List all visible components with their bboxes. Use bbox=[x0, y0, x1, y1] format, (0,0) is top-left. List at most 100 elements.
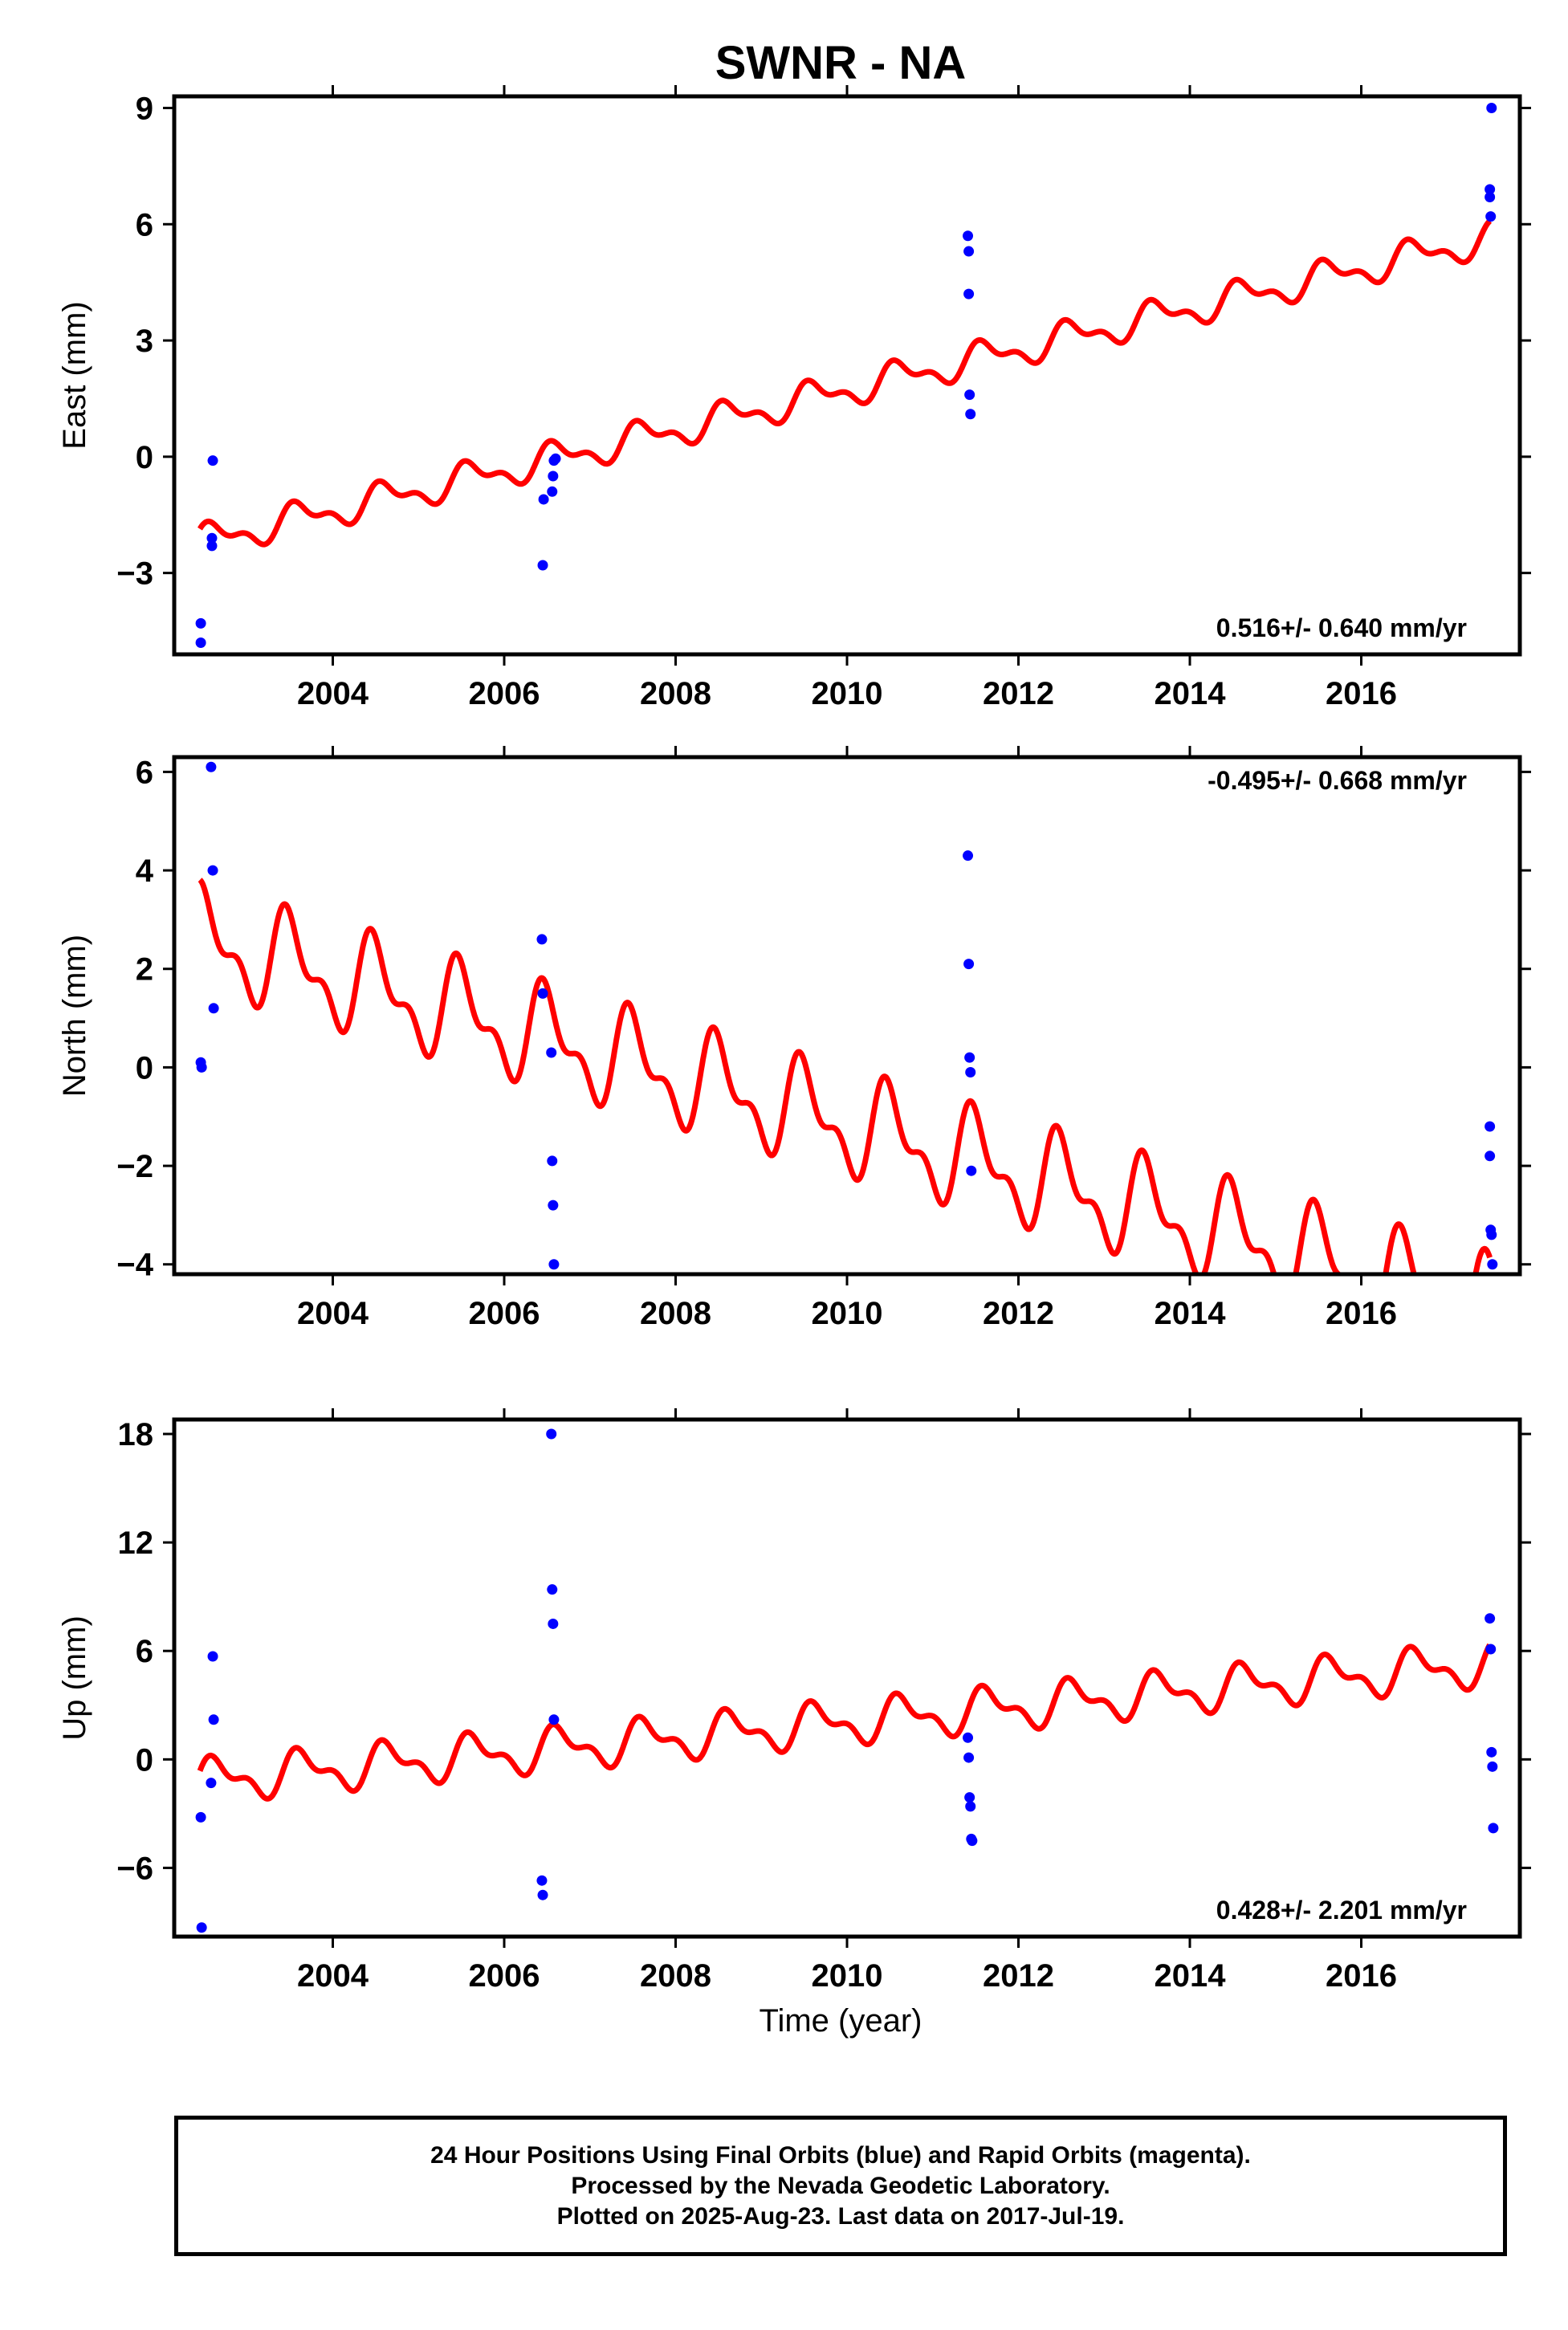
data-point-east bbox=[963, 230, 974, 242]
y-tick-label-up: 12 bbox=[118, 1525, 154, 1561]
model-curve-east bbox=[198, 218, 1493, 548]
x-tick-label-east: 2012 bbox=[983, 676, 1054, 711]
x-tick-label-up: 2012 bbox=[983, 1958, 1054, 1994]
data-point-north bbox=[1485, 1121, 1496, 1132]
data-point-north bbox=[208, 1003, 219, 1014]
x-tick-label-east: 2006 bbox=[469, 676, 540, 711]
data-point-east bbox=[1485, 211, 1497, 222]
y-tick-label-east: 0 bbox=[136, 440, 153, 475]
data-point-up bbox=[195, 1811, 206, 1823]
rate-label-north: -0.495+/- 0.668 mm/yr bbox=[1208, 766, 1467, 795]
y-tick-label-north: −2 bbox=[116, 1149, 153, 1184]
data-point-up bbox=[208, 1714, 219, 1725]
data-point-up bbox=[963, 1752, 975, 1763]
data-point-north bbox=[966, 1165, 977, 1176]
x-axis-label: Time (year) bbox=[760, 2003, 922, 2039]
x-tick-label-east: 2014 bbox=[1155, 676, 1227, 711]
data-point-north bbox=[546, 1047, 557, 1058]
data-point-north bbox=[964, 1052, 975, 1063]
data-point-east bbox=[1485, 184, 1496, 195]
y-axis-label-east: East (mm) bbox=[57, 301, 92, 449]
data-point-north bbox=[207, 865, 218, 876]
footer-line-processed: Processed by the Nevada Geodetic Laborat… bbox=[571, 2172, 1110, 2199]
y-tick-label-north: 0 bbox=[136, 1050, 153, 1086]
data-point-east bbox=[965, 409, 976, 420]
data-point-east bbox=[1486, 102, 1497, 113]
y-tick-label-east: −3 bbox=[116, 556, 153, 592]
y-tick-label-up: −6 bbox=[116, 1851, 153, 1886]
x-tick-label-north: 2014 bbox=[1155, 1296, 1227, 1331]
data-point-east bbox=[537, 560, 548, 571]
data-point-north bbox=[1486, 1229, 1497, 1240]
data-point-up bbox=[206, 1778, 217, 1789]
data-point-north bbox=[537, 988, 548, 999]
x-tick-label-north: 2004 bbox=[297, 1296, 369, 1331]
x-tick-label-up: 2016 bbox=[1326, 1958, 1397, 1994]
y-tick-label-up: 18 bbox=[118, 1417, 154, 1452]
data-point-east bbox=[963, 246, 975, 257]
x-tick-label-up: 2008 bbox=[640, 1958, 711, 1994]
model-curve-north bbox=[198, 878, 1493, 1274]
footer-note: 24 Hour Positions Using Final Orbits (bl… bbox=[174, 2116, 1507, 2256]
x-tick-label-east: 2016 bbox=[1326, 676, 1397, 711]
rate-label-up: 0.428+/- 2.201 mm/yr bbox=[1216, 1896, 1467, 1925]
data-point-up bbox=[963, 1732, 974, 1743]
data-point-north bbox=[548, 1200, 559, 1211]
x-tick-label-up: 2014 bbox=[1155, 1958, 1227, 1994]
data-point-up bbox=[548, 1618, 559, 1629]
data-point-up bbox=[965, 1801, 976, 1812]
data-point-up bbox=[196, 1922, 207, 1933]
y-tick-label-east: 3 bbox=[136, 324, 153, 359]
data-point-up bbox=[1488, 1823, 1499, 1834]
x-tick-label-north: 2016 bbox=[1326, 1296, 1397, 1331]
data-point-up bbox=[1486, 1746, 1497, 1758]
panel-frame-up bbox=[172, 1417, 1522, 1939]
data-point-up bbox=[967, 1835, 978, 1847]
x-tick-label-east: 2008 bbox=[640, 676, 711, 711]
data-point-east bbox=[550, 453, 561, 464]
footer-line-orbits: 24 Hour Positions Using Final Orbits (bl… bbox=[430, 2141, 1251, 2169]
data-east bbox=[195, 102, 1497, 649]
data-point-east bbox=[964, 389, 975, 401]
panel-up: 2004 2006 2008 2010 2012 2014 2016 −6 0 6 12 18 Up (… bbox=[57, 1408, 1531, 1994]
data-north bbox=[195, 761, 1498, 1274]
data-point-north bbox=[1485, 1151, 1496, 1162]
data-point-up bbox=[546, 1428, 557, 1440]
data-point-up bbox=[964, 1792, 975, 1803]
y-tick-label-north: 6 bbox=[136, 755, 153, 790]
footer-line-plotted: Plotted on 2025-Aug-23. Last data on 201… bbox=[556, 2202, 1125, 2230]
data-point-east bbox=[206, 532, 218, 544]
y-tick-label-up: 0 bbox=[136, 1742, 153, 1778]
y-axis-label-north: North (mm) bbox=[57, 935, 92, 1097]
data-point-north bbox=[196, 1061, 207, 1073]
data-point-north bbox=[965, 1067, 976, 1078]
data-point-north bbox=[536, 934, 548, 945]
panel-frame-north bbox=[172, 755, 1522, 1277]
x-tick-label-up: 2004 bbox=[297, 1958, 369, 1994]
y-axis-label-up: Up (mm) bbox=[57, 1615, 92, 1741]
data-point-up bbox=[547, 1584, 558, 1595]
data-point-north bbox=[963, 850, 974, 862]
data-point-north bbox=[1487, 1259, 1498, 1270]
y-tick-label-north: 2 bbox=[136, 952, 153, 988]
y-tick-label-up: 6 bbox=[136, 1634, 153, 1669]
data-point-east bbox=[548, 470, 559, 482]
model-curve-up bbox=[197, 1643, 1493, 1802]
data-point-up bbox=[536, 1875, 548, 1886]
x-tick-label-up: 2010 bbox=[812, 1958, 883, 1994]
panel-north: 2004 2006 2008 2010 2012 2014 2016 −4 −2 0 2 4 6 Nort… bbox=[57, 746, 1531, 1331]
y-tick-label-north: −4 bbox=[116, 1248, 153, 1283]
data-point-up bbox=[1485, 1644, 1497, 1655]
chart-title: SWNR - NA bbox=[715, 37, 967, 89]
panel-east: 2004 2006 2008 2010 2012 2014 2016 −3 0 3 6 9 East (… bbox=[57, 85, 1531, 711]
data-point-east bbox=[195, 617, 206, 629]
x-tick-label-up: 2006 bbox=[469, 1958, 540, 1994]
data-point-north bbox=[206, 761, 217, 772]
data-point-east bbox=[195, 637, 206, 649]
data-point-north bbox=[963, 959, 975, 970]
rate-label-east: 0.516+/- 0.640 mm/yr bbox=[1216, 613, 1467, 642]
y-tick-label-north: 4 bbox=[136, 853, 154, 889]
panel-frame-east bbox=[172, 94, 1522, 657]
